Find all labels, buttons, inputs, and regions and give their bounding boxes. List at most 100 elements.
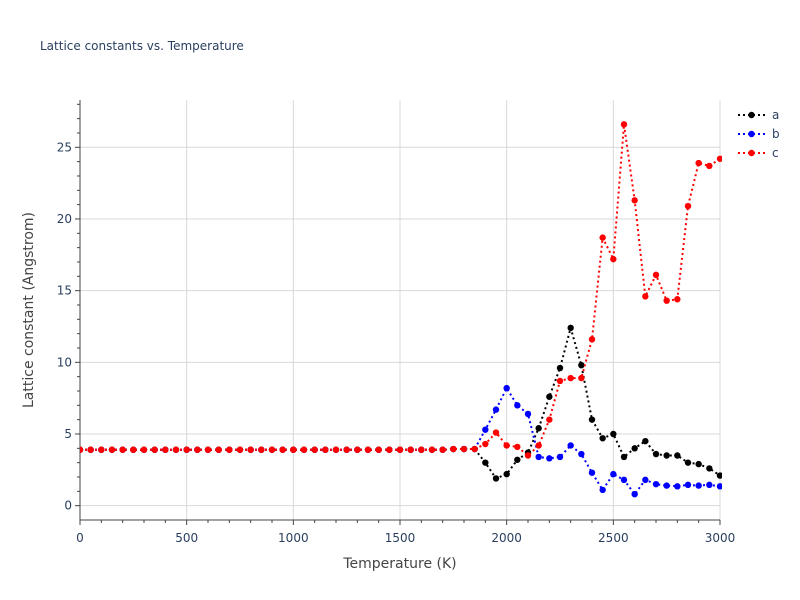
x-tick-label: 500 — [175, 531, 198, 545]
point-a — [546, 393, 553, 400]
point-c — [706, 162, 713, 170]
point-c — [172, 446, 180, 453]
x-tick-label: 1500 — [385, 531, 416, 545]
point-c — [674, 296, 681, 303]
point-c — [80, 446, 84, 453]
legend-item-b[interactable]: b — [738, 127, 780, 141]
point-b — [482, 426, 489, 433]
point-c — [439, 446, 446, 453]
point-a — [695, 460, 702, 468]
legend-item-a[interactable]: a — [738, 108, 779, 122]
x-tick-label: 1000 — [278, 531, 309, 545]
point-c — [396, 446, 404, 453]
plot-area — [80, 121, 722, 498]
point-b — [567, 442, 574, 449]
point-c — [290, 446, 297, 453]
point-a — [535, 425, 542, 432]
point-a — [514, 456, 521, 463]
point-c — [482, 440, 489, 448]
point-c — [460, 445, 468, 453]
point-c — [119, 446, 126, 453]
point-c — [556, 377, 564, 385]
point-c — [300, 446, 308, 453]
point-c — [492, 429, 500, 436]
point-c — [322, 446, 329, 453]
point-c — [578, 374, 585, 382]
point-b — [684, 481, 692, 489]
point-a — [684, 459, 692, 466]
point-c — [258, 446, 265, 453]
point-c — [364, 446, 372, 453]
point-c — [162, 446, 169, 453]
legend[interactable]: abc — [738, 108, 780, 160]
point-b — [642, 476, 649, 484]
y-tick-label: 20 — [57, 212, 72, 226]
point-b — [599, 486, 606, 494]
point-a — [578, 361, 585, 369]
point-c — [183, 446, 190, 453]
legend-label: c — [772, 146, 779, 160]
point-a — [482, 459, 489, 466]
point-c — [215, 446, 222, 453]
point-c — [695, 159, 702, 167]
point-c — [354, 446, 361, 453]
point-c — [428, 446, 436, 453]
point-c — [204, 446, 212, 453]
point-a — [706, 465, 713, 472]
x-tick-label: 0 — [76, 531, 84, 545]
point-c — [386, 446, 393, 453]
chart-title: Lattice constants vs. Temperature — [40, 39, 244, 53]
point-c — [151, 446, 158, 453]
point-c — [684, 202, 692, 210]
point-b — [674, 483, 681, 490]
point-a — [492, 475, 500, 482]
point-b — [556, 453, 564, 461]
point-c — [652, 271, 660, 279]
y-tick-label: 15 — [57, 284, 72, 298]
point-c — [631, 197, 638, 204]
point-c — [535, 442, 542, 449]
point-b — [514, 402, 521, 409]
point-b — [631, 490, 638, 498]
point-a — [620, 453, 628, 461]
point-b — [663, 482, 670, 489]
point-c — [194, 446, 201, 453]
point-c — [332, 446, 340, 453]
point-a — [663, 452, 670, 459]
point-c — [343, 446, 350, 453]
point-c — [375, 446, 382, 453]
point-b — [492, 406, 500, 413]
point-b — [546, 455, 553, 462]
point-b — [652, 480, 660, 488]
point-c — [471, 445, 478, 453]
point-c — [450, 445, 457, 453]
point-c — [514, 443, 521, 451]
point-c — [620, 121, 628, 128]
y-tick-label: 0 — [64, 499, 72, 513]
legend-label: a — [772, 108, 779, 122]
grid — [80, 100, 721, 520]
x-tick-label: 3000 — [705, 531, 736, 545]
point-b — [588, 469, 596, 476]
legend-marker — [748, 111, 755, 119]
point-c — [642, 293, 649, 300]
tick-labels: 0 500 1000 1500 2000 2500 3000 0 5 10 15 20 25 — [57, 140, 736, 545]
point-c — [503, 442, 510, 449]
legend-item-c[interactable]: c — [738, 146, 779, 160]
legend-marker — [748, 149, 755, 157]
point-a — [631, 445, 638, 452]
point-a — [652, 450, 660, 458]
point-c — [268, 446, 276, 453]
point-c — [567, 374, 574, 382]
point-c — [130, 446, 137, 453]
point-b — [706, 481, 713, 489]
point-c — [546, 416, 553, 423]
legend-label: b — [772, 127, 780, 141]
point-c — [247, 446, 254, 453]
series-c — [80, 121, 722, 459]
point-c — [236, 446, 244, 453]
point-b — [716, 483, 722, 490]
point-a — [503, 470, 510, 478]
point-b — [503, 384, 510, 392]
x-tick-label: 2000 — [491, 531, 522, 545]
